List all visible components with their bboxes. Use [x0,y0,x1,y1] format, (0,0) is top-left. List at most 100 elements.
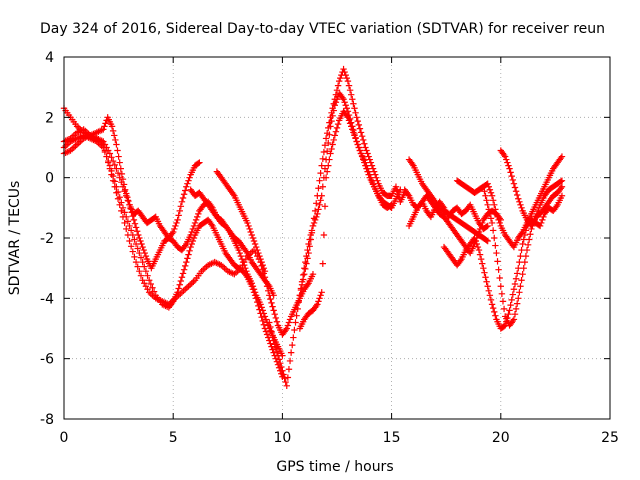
x-tick-label: 20 [492,430,510,446]
data-point [177,203,185,210]
data-point [558,177,566,184]
data-point [196,159,203,166]
data-point [184,255,191,262]
data-point [513,300,521,307]
data-point [515,295,522,302]
data-point [343,105,351,112]
data-point [366,156,373,163]
data-point [144,272,151,279]
y-tick-label: 2 [45,110,54,126]
data-point [330,107,337,114]
data-point [133,228,141,235]
data-point [518,277,525,284]
data-point [126,222,133,230]
y-tick-label: 4 [45,50,54,66]
data-point [317,292,324,299]
data-point [281,375,288,382]
data-point [175,285,182,292]
data-point [483,278,490,285]
data-point [190,222,198,230]
data-point [342,102,349,109]
data-point [187,243,194,251]
chart-title: Day 324 of 2016, Sidereal Day-to-day VTE… [40,21,605,37]
data-point [333,124,341,132]
data-point [259,261,266,269]
data-point [277,359,284,367]
data-point [185,251,192,258]
data-point [347,123,355,130]
data-point [322,135,330,142]
data-point [491,201,498,209]
data-point [178,289,186,296]
x-tick-label: 0 [60,430,69,446]
data-point [171,225,178,233]
data-point [105,159,112,166]
data-point [182,286,189,293]
data-point [267,323,274,331]
data-point [109,177,117,184]
data-point [536,222,544,230]
data-point [208,260,215,267]
data-point [263,331,271,338]
data-point [319,183,327,190]
data-point [309,222,317,230]
data-point [352,109,359,117]
data-point [176,207,183,215]
data-point [323,168,331,175]
data-point [194,213,201,221]
data-point [172,222,179,230]
data-point [272,314,280,322]
data-point [321,203,329,210]
y-tick-label: -4 [40,291,54,307]
data-point [192,216,200,224]
data-point [492,206,499,213]
data-point [283,325,290,332]
data-point [487,215,495,222]
data-point [271,310,278,318]
data-point [116,201,123,209]
data-point [482,192,489,199]
data-point [260,264,268,272]
data-point [302,258,309,266]
data-point [299,271,307,279]
data-point [313,302,320,310]
data-point [259,317,266,325]
data-point [271,341,278,348]
data-point [70,144,78,151]
data-point [500,323,508,330]
data-point [301,264,308,272]
data-point [114,169,122,177]
data-point [180,191,188,198]
data-point [100,126,107,133]
data-point [492,312,499,319]
data-point [558,192,566,199]
x-tick-label: 25 [601,430,619,446]
data-point [491,234,498,242]
data-point [255,302,262,310]
data-point [488,219,496,227]
data-point [113,189,120,196]
data-point [190,278,197,285]
data-point [316,177,323,184]
data-point [304,246,311,254]
data-point [513,270,521,277]
data-point [522,252,530,260]
data-point [503,156,510,163]
data-point [298,278,306,285]
data-point [362,159,369,166]
data-point [284,374,292,381]
series-track-14 [453,177,566,329]
data-point [319,155,327,163]
data-point [127,243,135,250]
data-point [285,319,293,326]
data-point [113,165,120,172]
data-point [136,234,143,242]
data-point [320,231,328,239]
data-point [373,174,380,181]
data-point [279,367,286,374]
data-point [533,210,541,218]
data-point [252,295,260,302]
data-point [342,71,349,79]
data-points [60,65,566,390]
